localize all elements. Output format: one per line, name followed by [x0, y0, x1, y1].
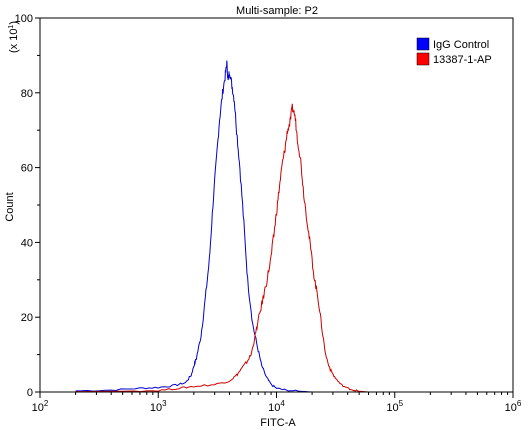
x-tick-exponent: 2: [44, 399, 49, 408]
y-multiplier-suffix: ): [8, 21, 20, 25]
x-tick-label: 104: [268, 399, 285, 414]
x-tick-exponent: 3: [162, 399, 167, 408]
x-tick-label: 105: [386, 399, 403, 414]
y-multiplier-label: (x 101): [8, 21, 20, 53]
x-tick-label: 102: [32, 399, 49, 414]
series-lines: [75, 60, 369, 393]
legend: IgG Control 13387-1-AP: [416, 37, 492, 66]
series-line: [75, 103, 369, 393]
plot-frame: [39, 17, 514, 393]
y-multiplier-exponent: 1: [8, 25, 15, 29]
x-tick-label: 106: [505, 399, 522, 414]
y-multiplier-prefix: (x 10: [8, 29, 20, 53]
x-tick-base: 10: [32, 402, 44, 414]
y-tick-label: 60: [21, 163, 33, 175]
x-tick-exponent: 4: [280, 399, 285, 408]
y-tick-label: 80: [21, 88, 33, 100]
x-tick-exponent: 5: [399, 399, 404, 408]
x-tick-base: 10: [505, 402, 517, 414]
y-axis-ticks: 0 20 40 60 80 100: [15, 13, 40, 399]
legend-swatch: [416, 37, 430, 51]
legend-swatch: [416, 52, 430, 66]
y-axis-label: Count: [4, 192, 16, 221]
x-tick-base: 10: [386, 402, 398, 414]
x-tick-base: 10: [150, 402, 162, 414]
x-tick-label: 103: [150, 399, 167, 414]
y-tick-label: 0: [27, 387, 33, 399]
y-tick-label: 100: [15, 13, 33, 25]
series-line: [75, 60, 313, 393]
y-tick-label: 40: [21, 237, 33, 249]
legend-label: 13387-1-AP: [433, 54, 492, 66]
legend-label: IgG Control: [433, 39, 489, 51]
y-tick-label: 20: [21, 312, 33, 324]
x-tick-base: 10: [268, 402, 280, 414]
x-axis-ticks: 102 103 104 105 106: [32, 392, 522, 414]
x-axis-label: FITC-A: [260, 417, 296, 429]
chart-title: Multi-sample: P2: [236, 5, 318, 17]
x-tick-exponent: 6: [517, 399, 522, 408]
